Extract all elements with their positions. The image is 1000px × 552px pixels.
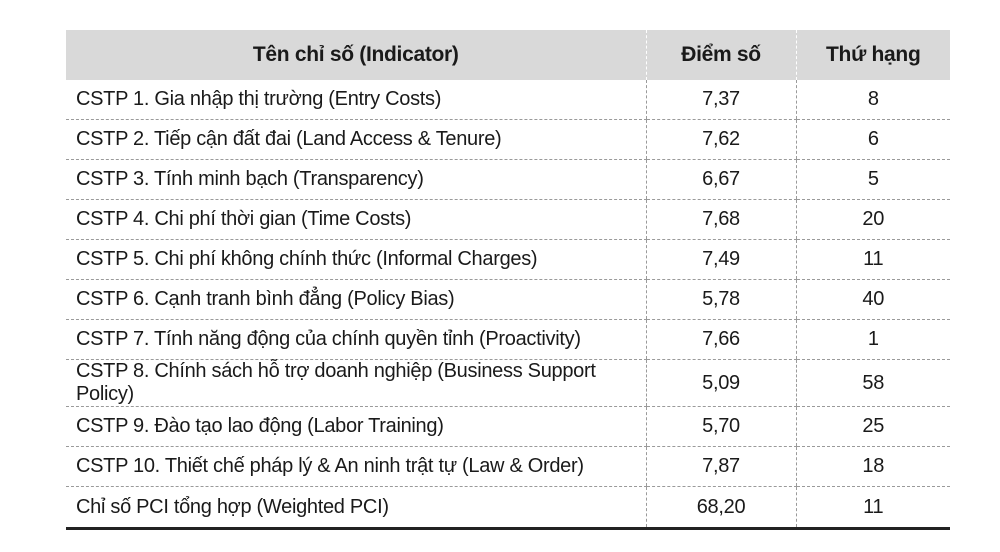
header-indicator: Tên chỉ số (Indicator)	[66, 30, 646, 80]
score-cell: 7,62	[645, 119, 796, 160]
table-row: CSTP 10. Thiết chế pháp lý & An ninh trậ…	[66, 446, 950, 487]
table-row: CSTP 3. Tính minh bạch (Transparency) 6,…	[66, 159, 950, 200]
pci-table-container: Tên chỉ số (Indicator) Điểm số Thứ hạng …	[66, 30, 950, 530]
indicator-cell: CSTP 3. Tính minh bạch (Transparency)	[66, 159, 646, 200]
total-rank-cell: 11	[795, 486, 950, 527]
table-row: CSTP 5. Chi phí không chính thức (Inform…	[66, 239, 950, 280]
table-bottom-rule	[66, 527, 950, 530]
total-score-cell: 68,20	[645, 486, 796, 527]
indicator-cell: CSTP 8. Chính sách hỗ trợ doanh nghiệp (…	[66, 359, 646, 407]
rank-cell: 8	[795, 80, 950, 120]
score-cell: 7,37	[645, 80, 796, 120]
header-row: Tên chỉ số (Indicator) Điểm số Thứ hạng	[66, 30, 950, 80]
indicator-cell: CSTP 10. Thiết chế pháp lý & An ninh trậ…	[66, 446, 646, 487]
table-row: CSTP 2. Tiếp cận đất đai (Land Access & …	[66, 119, 950, 160]
score-cell: 7,66	[645, 319, 796, 360]
rank-cell: 58	[795, 359, 950, 407]
rank-cell: 40	[795, 279, 950, 320]
indicator-cell: CSTP 7. Tính năng động của chính quyền t…	[66, 319, 646, 360]
indicator-cell: CSTP 5. Chi phí không chính thức (Inform…	[66, 239, 646, 280]
score-cell: 7,87	[645, 446, 796, 487]
indicator-cell: CSTP 6. Cạnh tranh bình đẳng (Policy Bia…	[66, 279, 646, 320]
indicator-cell: CSTP 2. Tiếp cận đất đai (Land Access & …	[66, 119, 646, 160]
table-row: CSTP 6. Cạnh tranh bình đẳng (Policy Bia…	[66, 279, 950, 320]
rank-cell: 18	[795, 446, 950, 487]
table-row: CSTP 4. Chi phí thời gian (Time Costs) 7…	[66, 199, 950, 240]
header-score: Điểm số	[645, 30, 796, 80]
rank-cell: 11	[795, 239, 950, 280]
score-cell: 5,78	[645, 279, 796, 320]
rank-cell: 6	[795, 119, 950, 160]
indicator-cell: CSTP 9. Đào tạo lao động (Labor Training…	[66, 406, 646, 447]
total-row: Chỉ số PCI tổng hợp (Weighted PCI) 68,20…	[66, 486, 950, 527]
score-cell: 5,70	[645, 406, 796, 447]
rank-cell: 1	[795, 319, 950, 360]
score-cell: 5,09	[645, 359, 796, 407]
table-body: CSTP 1. Gia nhập thị trường (Entry Costs…	[66, 80, 950, 527]
score-cell: 7,49	[645, 239, 796, 280]
table-header: Tên chỉ số (Indicator) Điểm số Thứ hạng	[66, 30, 950, 80]
table-row: CSTP 8. Chính sách hỗ trợ doanh nghiệp (…	[66, 359, 950, 407]
rank-cell: 20	[795, 199, 950, 240]
table-row: CSTP 1. Gia nhập thị trường (Entry Costs…	[66, 80, 950, 120]
rank-cell: 25	[795, 406, 950, 447]
total-indicator-cell: Chỉ số PCI tổng hợp (Weighted PCI)	[76, 495, 389, 518]
table-row: CSTP 7. Tính năng động của chính quyền t…	[66, 319, 950, 360]
indicator-cell: CSTP 1. Gia nhập thị trường (Entry Costs…	[66, 80, 646, 120]
score-cell: 6,67	[645, 159, 796, 200]
pci-indicator-table: Tên chỉ số (Indicator) Điểm số Thứ hạng …	[66, 30, 950, 527]
header-rank: Thứ hạng	[795, 30, 950, 80]
indicator-cell: CSTP 4. Chi phí thời gian (Time Costs)	[66, 199, 646, 240]
rank-cell: 5	[795, 159, 950, 200]
table-row: CSTP 9. Đào tạo lao động (Labor Training…	[66, 406, 950, 447]
score-cell: 7,68	[645, 199, 796, 240]
